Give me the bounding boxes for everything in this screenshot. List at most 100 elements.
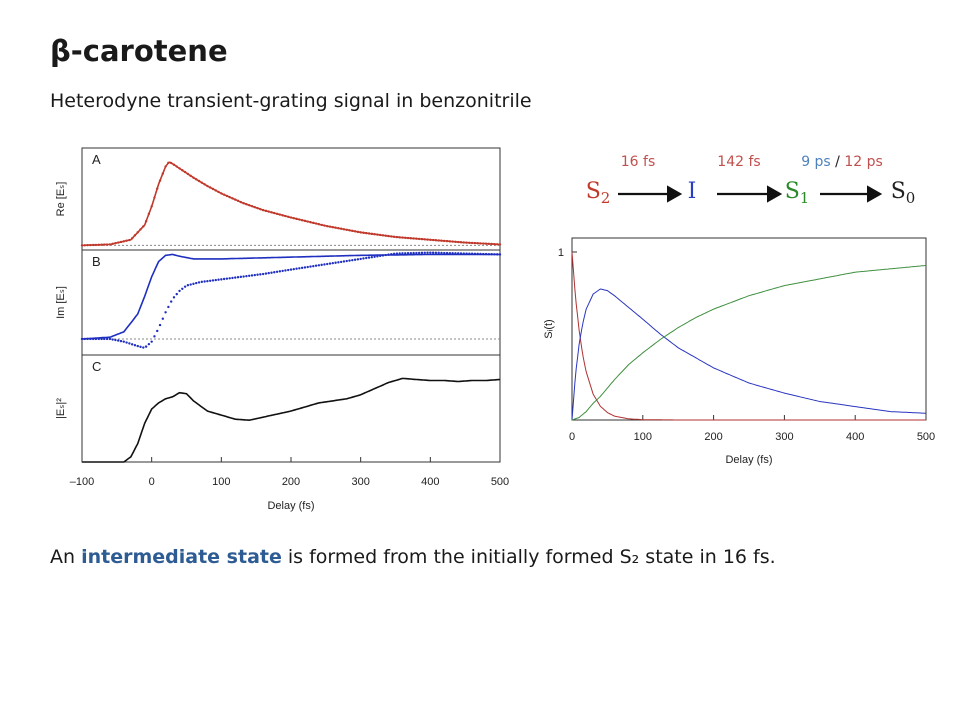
population-line-1: [571, 251, 926, 421]
panel-b-letter: B: [92, 254, 101, 269]
data-point: [384, 253, 387, 257]
data-point: [203, 280, 206, 283]
x-tick-label: 100: [212, 476, 230, 488]
data-point: [287, 268, 290, 272]
data-point: [431, 251, 435, 254]
slide-caption: An intermediate state is formed from the…: [50, 546, 776, 568]
data-point: [139, 345, 142, 349]
data-point: [476, 252, 479, 256]
data-point: [164, 311, 167, 314]
data-point: [342, 260, 346, 263]
data-point: [281, 269, 284, 273]
data-point: [378, 254, 382, 258]
data-point: [239, 275, 243, 279]
population-line-2: [571, 288, 927, 421]
data-point: [206, 279, 209, 283]
data-point: [493, 253, 496, 256]
data-point: [348, 259, 351, 262]
data-point: [440, 251, 443, 255]
slide-title: β-carotene: [50, 34, 228, 68]
data-point: [465, 252, 468, 255]
data-point: [130, 343, 134, 346]
caption-suffix: is formed from the initially formed S₂ s…: [281, 546, 776, 568]
data-point: [459, 252, 463, 255]
data-point: [289, 268, 293, 271]
data-point: [195, 281, 198, 285]
scheme-time-1: 16 fs: [621, 154, 656, 170]
panel-b-series-line: [81, 253, 500, 340]
data-point: [267, 271, 270, 275]
left-x-axis-label: Delay (fs): [267, 500, 314, 512]
data-point: [401, 252, 404, 255]
data-point: [270, 271, 273, 274]
data-point: [167, 305, 170, 309]
x-tick-label: 300: [351, 476, 369, 488]
data-point: [183, 285, 187, 288]
data-point: [298, 267, 301, 270]
data-point: [89, 337, 92, 341]
data-point: [314, 264, 318, 267]
data-point: [275, 270, 279, 274]
data-point: [186, 284, 190, 287]
data-point: [278, 270, 282, 273]
data-point: [487, 252, 491, 256]
caption-prefix: An: [50, 546, 82, 568]
data-point: [158, 323, 162, 327]
panel-a-series-line: [81, 161, 500, 247]
data-point: [250, 274, 254, 277]
data-point: [80, 337, 84, 341]
data-point: [236, 276, 240, 279]
data-point: [365, 256, 368, 260]
population-line-3: [571, 264, 927, 421]
data-point: [197, 281, 201, 284]
data-point: [426, 251, 429, 254]
data-point: [161, 317, 165, 320]
data-point: [404, 252, 407, 255]
data-point: [169, 300, 173, 303]
data-point: [381, 254, 385, 257]
data-point: [211, 279, 215, 282]
data-point: [490, 253, 493, 256]
data-point: [306, 265, 309, 269]
data-point: [217, 278, 220, 281]
data-point: [150, 340, 153, 343]
panel-c-letter: C: [92, 359, 101, 374]
data-point: [122, 340, 126, 343]
scheme-time-3: 9 ps / 12 ps: [801, 154, 883, 170]
data-point: [451, 252, 454, 255]
data-point: [353, 258, 357, 261]
data-point: [119, 339, 123, 343]
data-point: [415, 251, 418, 255]
caption-highlight: intermediate state: [81, 546, 282, 568]
x-tick-label: 0: [569, 431, 575, 443]
data-point: [496, 253, 499, 256]
scheme-state-i: I: [688, 179, 697, 204]
data-point: [309, 265, 312, 268]
data-point: [317, 264, 321, 267]
x-tick-label: 500: [917, 431, 935, 443]
data-point: [484, 252, 488, 256]
data-point: [86, 337, 89, 341]
data-point: [111, 338, 114, 341]
data-point: [362, 257, 365, 260]
data-point: [328, 262, 332, 265]
data-point: [83, 337, 86, 341]
data-point: [457, 252, 460, 255]
data-point: [423, 251, 426, 255]
data-point: [94, 337, 98, 341]
x-tick-label: 100: [634, 431, 652, 443]
data-point: [97, 337, 100, 341]
data-point: [153, 335, 156, 338]
data-point: [387, 253, 390, 256]
panel-b-series-dots: [80, 251, 502, 349]
data-point: [242, 275, 245, 278]
data-point: [373, 255, 376, 258]
data-point: [105, 337, 109, 341]
right-x-axis-label: Delay (fs): [725, 454, 772, 466]
data-point: [345, 259, 348, 263]
data-point: [356, 258, 360, 261]
data-point: [470, 252, 474, 255]
data-point: [264, 272, 268, 275]
data-point: [261, 272, 265, 276]
